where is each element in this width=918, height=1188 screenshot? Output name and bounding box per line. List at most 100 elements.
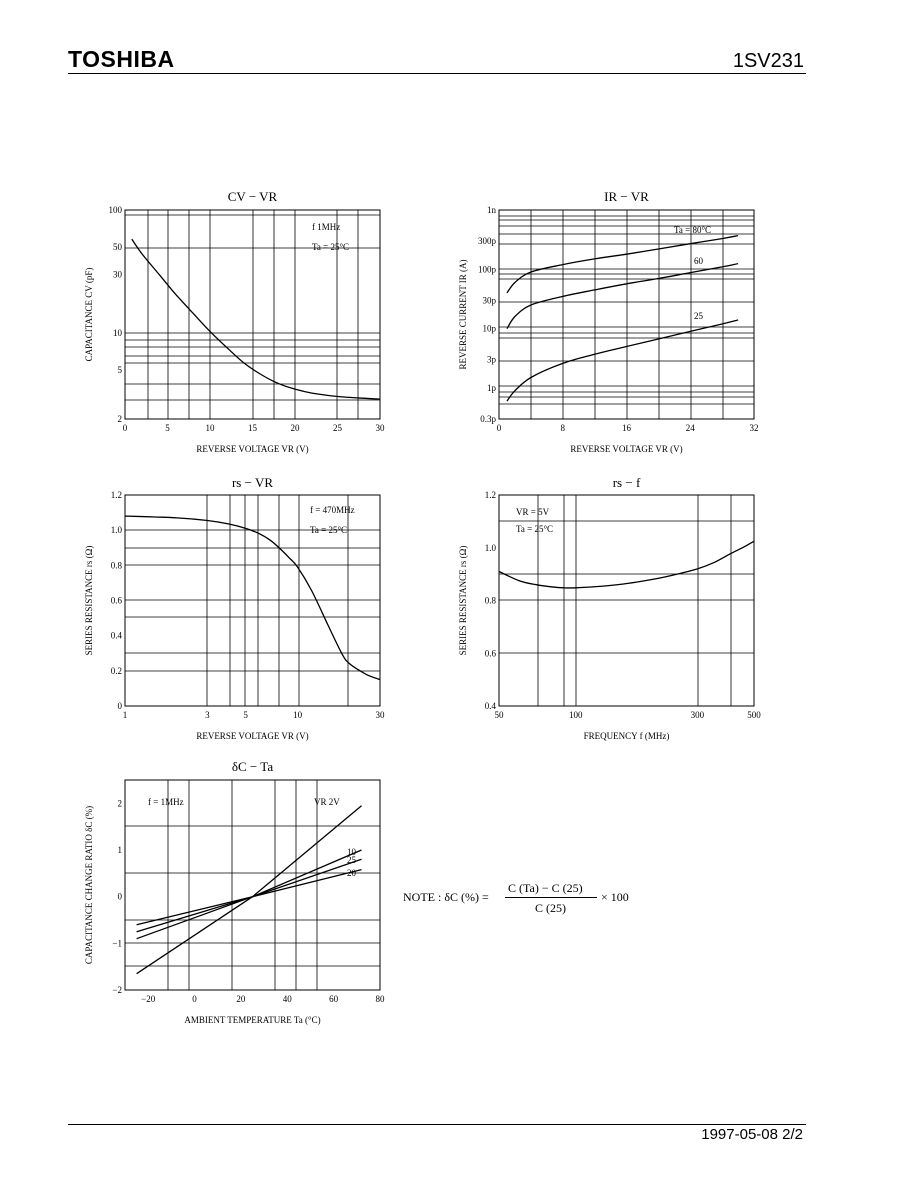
chart-title: CV − VR xyxy=(228,189,278,204)
x-tick-label: 20 xyxy=(236,994,246,1004)
x-tick-label: 8 xyxy=(561,423,566,433)
x-axis-label: REVERSE VOLTAGE VR (V) xyxy=(196,731,308,741)
x-tick-label: 25 xyxy=(333,423,343,433)
series-label: Ta = 80°C xyxy=(674,225,711,235)
note-numerator: C (Ta) − C (25) xyxy=(508,881,583,895)
x-tick-label: 10 xyxy=(206,423,216,433)
x-tick-label: 20 xyxy=(291,423,301,433)
y-axis-label: SERIES RESISTANCE rs (Ω) xyxy=(458,546,468,656)
x-tick-label: 24 xyxy=(686,423,696,433)
y-tick-label: 0.8 xyxy=(111,560,123,570)
y-tick-label: 5 xyxy=(118,365,123,375)
y-tick-label: 1p xyxy=(487,383,497,393)
y-tick-label: 1 xyxy=(118,845,123,855)
x-tick-label: 100 xyxy=(569,710,583,720)
y-tick-label: 1n xyxy=(487,205,497,215)
y-tick-label: 10p xyxy=(483,324,497,334)
y-tick-label: 1.0 xyxy=(485,543,497,553)
series-line xyxy=(136,849,362,940)
chart-annotation: Ta = 25°C xyxy=(310,525,347,535)
series-line xyxy=(506,262,739,330)
series-line xyxy=(506,319,739,402)
x-tick-label: 50 xyxy=(495,710,505,720)
plot-frame xyxy=(124,779,381,991)
chart-dc_ta: δC − Ta −20 0 20 40 60 80 −2 −1 0 1 2 AMBIENT TEMPER… xyxy=(84,759,385,1025)
plot-frame xyxy=(498,209,755,420)
series-label: 25 xyxy=(347,855,357,865)
series-label: 60 xyxy=(694,256,704,266)
chart-annotation: f 1MHz xyxy=(312,222,340,232)
series-line xyxy=(506,234,739,294)
x-tick-label: 5 xyxy=(165,423,170,433)
series-label: 25 xyxy=(694,311,704,321)
note-label: NOTE : δC (%) = xyxy=(403,890,489,904)
y-tick-label: −1 xyxy=(112,938,122,948)
chart-title: rs − VR xyxy=(232,475,273,490)
y-tick-label: 0.3p xyxy=(480,414,496,424)
y-tick-label: 2 xyxy=(118,414,123,424)
x-tick-label: 300 xyxy=(691,710,705,720)
part-number: 1SV231 xyxy=(732,50,804,72)
chart-annotation: Ta = 25°C xyxy=(516,524,553,534)
y-tick-label: 0.4 xyxy=(485,701,497,711)
x-tick-label: 16 xyxy=(622,423,632,433)
x-tick-label: −20 xyxy=(141,994,156,1004)
y-tick-label: 2 xyxy=(118,798,123,808)
x-tick-label: 0 xyxy=(123,423,128,433)
y-tick-label: 100 xyxy=(109,205,123,215)
y-axis-label: SERIES RESISTANCE rs (Ω) xyxy=(84,546,94,656)
chart-ir_vr: IR − VR 0 8 16 24 32 0.3p 1p 3p 10p 30p 100p 300p 1n R… xyxy=(458,189,759,454)
chart-annotation: VR = 5V xyxy=(516,507,550,517)
note-multiplier: × 100 xyxy=(601,890,629,904)
x-axis-label: REVERSE VOLTAGE VR (V) xyxy=(570,444,682,454)
plot-frame xyxy=(124,494,381,707)
y-tick-label: 300p xyxy=(478,236,497,246)
chart-annotation: Ta = 25°C xyxy=(312,242,349,252)
x-tick-label: 500 xyxy=(747,710,761,720)
y-tick-label: −2 xyxy=(112,985,122,995)
header-rule xyxy=(68,73,806,74)
series-label: 10 xyxy=(347,847,357,857)
chart-title: δC − Ta xyxy=(232,759,273,774)
series-line xyxy=(136,858,362,933)
plot-frame xyxy=(498,494,755,707)
series-line xyxy=(131,238,381,400)
plot-frame xyxy=(124,209,381,420)
x-tick-label: 40 xyxy=(283,994,293,1004)
y-axis-label: CAPACITANCE CHANGE RATIO δC (%) xyxy=(84,806,94,964)
chart-title: IR − VR xyxy=(604,189,649,204)
x-tick-label: 0 xyxy=(497,423,502,433)
y-tick-label: 3p xyxy=(487,355,497,365)
series-line xyxy=(136,805,362,975)
x-tick-label: 0 xyxy=(192,994,197,1004)
x-axis-label: REVERSE VOLTAGE VR (V) xyxy=(196,444,308,454)
x-tick-label: 3 xyxy=(205,710,210,720)
y-tick-label: 0.6 xyxy=(485,648,497,658)
footer-date-page: 1997-05-08 2/2 xyxy=(701,1126,803,1143)
x-tick-label: 80 xyxy=(376,994,386,1004)
y-tick-label: 30p xyxy=(483,295,497,305)
x-tick-label: 30 xyxy=(376,710,386,720)
x-tick-label: 15 xyxy=(248,423,258,433)
chart-title: rs − f xyxy=(613,475,641,490)
series-line xyxy=(136,868,362,926)
x-tick-label: 10 xyxy=(293,710,303,720)
chart-rs_f: rs − f 50 100 300 500 0.4 0.6 0.8 1.0 1.2 FREQUENC… xyxy=(458,475,761,741)
y-tick-label: 50 xyxy=(113,242,123,252)
y-tick-label: 1.2 xyxy=(111,490,122,500)
x-tick-label: 1 xyxy=(123,710,128,720)
y-tick-label: 10 xyxy=(113,328,123,338)
chart-rs_vr: rs − VR 1 3 5 10 30 0 0.2 0.4 0.6 0.8 1.0 1.2 REVERSE… xyxy=(84,475,385,741)
series-label: 20 xyxy=(347,868,357,878)
y-axis-label: REVERSE CURRENT IR (A) xyxy=(458,259,468,369)
note-formula: NOTE : δC (%) = C (Ta) − C (25) C (25) ×… xyxy=(403,880,663,920)
y-tick-label: 0.8 xyxy=(485,596,497,606)
series-line xyxy=(124,515,381,681)
y-tick-label: 0 xyxy=(118,892,123,902)
x-tick-label: 30 xyxy=(376,423,386,433)
toshiba-logo: TOSHIBA xyxy=(68,46,175,72)
x-tick-label: 60 xyxy=(329,994,339,1004)
series-line xyxy=(498,540,755,589)
